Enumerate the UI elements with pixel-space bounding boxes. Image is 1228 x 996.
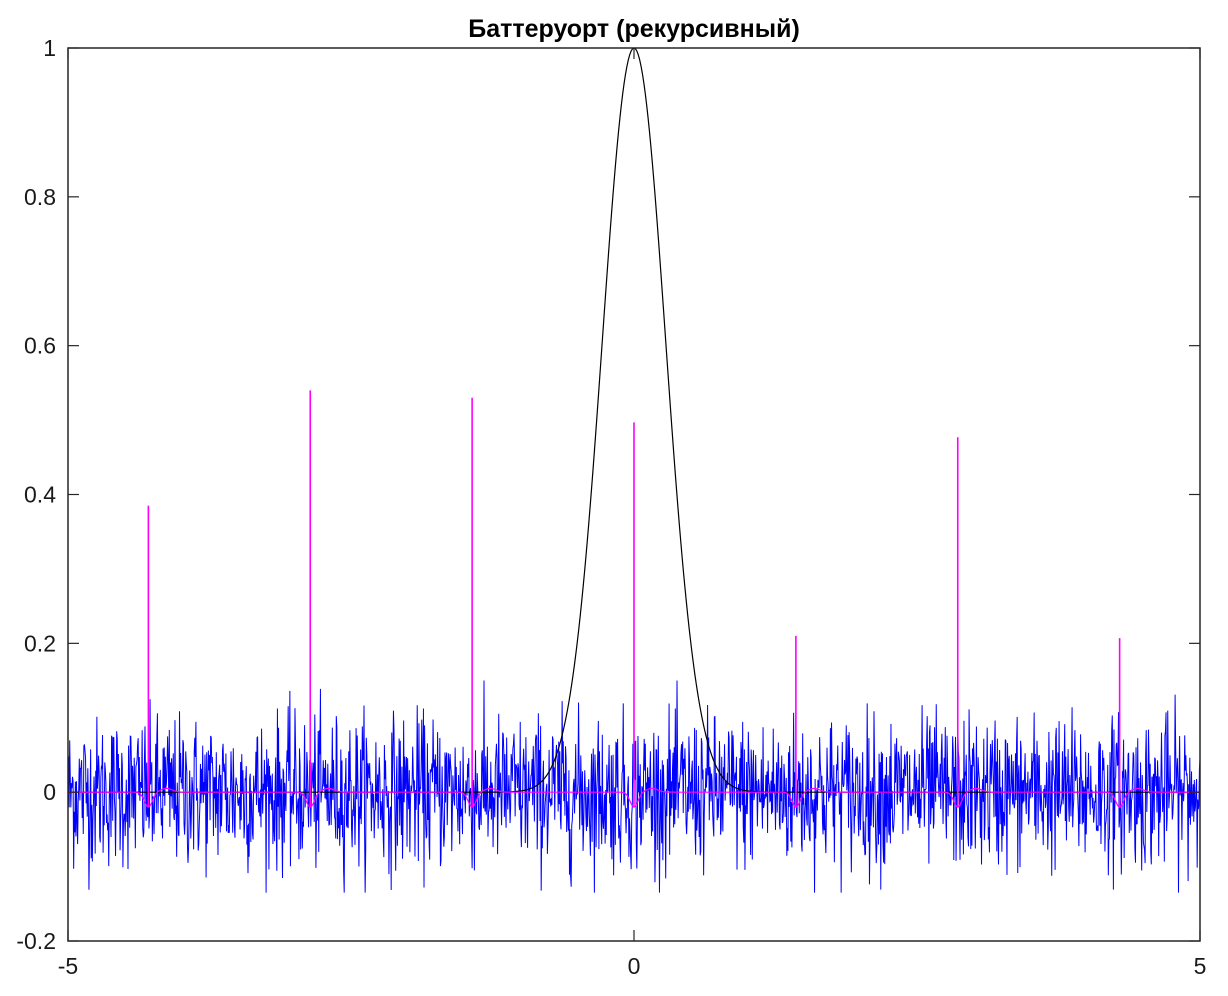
- y-tick-label: 0.4: [24, 482, 56, 508]
- x-tick-label: 5: [1194, 953, 1207, 979]
- chart-title: Баттеруорт (рекурсивный): [468, 15, 800, 43]
- y-tick-label: 0: [43, 779, 56, 805]
- y-tick-label: 1: [43, 35, 56, 61]
- y-tick-label: -0.2: [16, 928, 56, 954]
- y-tick-label: 0.2: [24, 630, 56, 656]
- y-tick-label: 0.6: [24, 333, 56, 359]
- x-tick-label: -5: [58, 953, 78, 979]
- y-tick-label: 0.8: [24, 184, 56, 210]
- plot-area: [67, 47, 1201, 893]
- x-tick-label: 0: [628, 953, 641, 979]
- axis-ticks: -5 0 5 -0.2 0 0.2 0.4 0.6 0.8 1: [16, 35, 1206, 979]
